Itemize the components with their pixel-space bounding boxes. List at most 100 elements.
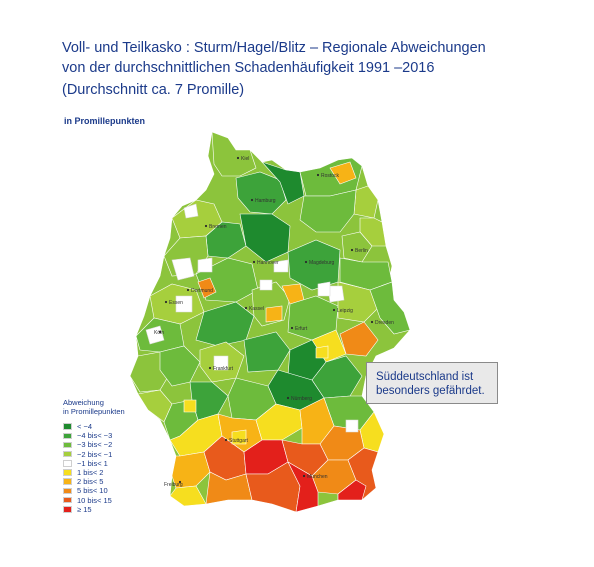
city-marker-magdeburg: Magdeburg — [304, 260, 335, 266]
callout-line-1: Süddeutschland ist — [376, 371, 474, 383]
city-label-erfurt: Erfurt — [295, 326, 308, 332]
legend-label: < −4 — [77, 422, 93, 432]
city-marker-leipzig: Leipzig — [332, 308, 353, 314]
legend-swatch — [63, 496, 72, 504]
region-leipzig — [337, 281, 381, 323]
city-label-rostock: Rostock — [321, 173, 340, 179]
legend-item: 2 bis< 5 — [63, 477, 125, 486]
city-label-kassel: Kassel — [249, 306, 264, 312]
legend-title-2: in Promillepunkten — [63, 407, 125, 416]
city-label-bremen: Bremen — [209, 224, 227, 230]
legend-swatch — [63, 506, 72, 513]
city-marker-kiel: Kiel — [236, 156, 249, 162]
city-marker-hamburg: Hamburg — [250, 198, 276, 204]
city-label-dortmund: Dortmund — [191, 288, 213, 294]
city-label-magdeburg: Magdeburg — [309, 260, 335, 266]
city-marker-erfurt: Erfurt — [290, 326, 308, 332]
region-yellow-2 — [231, 429, 247, 445]
legend-label: −3 bis< −2 — [77, 440, 113, 450]
legend-item: −2 bis< −1 — [63, 450, 125, 459]
region-leipzig-white — [327, 285, 345, 303]
legend-item: 10 bis< 15 — [63, 496, 125, 505]
city-label-koeln: Köln — [154, 330, 164, 336]
region-brandenburg-east — [359, 217, 387, 247]
title-line-2: von der durchschnittlichen Schadenhäufig… — [62, 60, 435, 76]
city-label-nuernberg: Nürnberg — [291, 396, 312, 402]
city-label-stuttgart: Stuttgart — [229, 438, 249, 444]
unit-label: in Promillepunkten — [64, 116, 146, 126]
city-label-hannover: Hannover — [257, 260, 279, 266]
city-label-berlin: Berlin — [355, 248, 368, 254]
legend-swatch — [63, 469, 72, 476]
city-marker-bremen: Bremen — [204, 224, 227, 230]
city-label-frankfurt: Frankfurt — [213, 366, 234, 372]
city-label-freiburg: Freiburg — [164, 482, 183, 488]
legend-swatch — [63, 432, 72, 440]
map-subtitle: (Durchschnitt ca. 7 Promille) — [62, 82, 245, 98]
legend-label: ≥ 15 — [77, 504, 92, 514]
city-label-hamburg: Hamburg — [255, 198, 276, 204]
city-marker-berlin: Berlin — [350, 248, 368, 254]
region-hamburg-area — [235, 171, 287, 215]
region-berlin — [341, 231, 373, 263]
legend-label: 10 bis< 15 — [77, 495, 112, 505]
region-erzgebirge — [339, 321, 379, 357]
legend-list: < −4 −4 bis< −3 −3 bis< −2 −2 bis< −1 −1… — [63, 422, 125, 514]
legend-item: −3 bis< −2 — [63, 440, 125, 449]
city-marker-kassel: Kassel — [244, 306, 264, 312]
legend-item: ≥ 15 — [63, 505, 125, 514]
region-landshut-white — [345, 419, 359, 433]
city-marker-muenchen: München — [302, 474, 328, 480]
map-title: Voll- und Teilkasko : Sturm/Hagel/Blitz … — [62, 38, 532, 78]
city-label-essen: Essen — [169, 300, 183, 306]
callout-line-2: besonders gefährdet. — [376, 385, 485, 397]
region-vorpommern — [353, 185, 379, 219]
legend-swatch — [63, 460, 72, 467]
city-label-leipzig: Leipzig — [337, 308, 353, 314]
region-frankfurt-white — [213, 355, 229, 371]
city-label-kiel: Kiel — [241, 156, 249, 162]
legend-item: 1 bis< 2 — [63, 468, 125, 477]
region-yellow-3 — [183, 399, 197, 413]
legend-label: −1 bis< 1 — [77, 458, 108, 468]
city-label-muenchen: München — [307, 474, 328, 480]
region-white-2 — [197, 257, 213, 273]
region-rostock-orange — [329, 161, 357, 185]
callout-box: Süddeutschland ist besonders gefährdet. — [366, 362, 498, 404]
title-line-1: Voll- und Teilkasko : Sturm/Hagel/Blitz … — [62, 40, 486, 56]
region-koeln-white — [145, 325, 165, 345]
region-chiemgau-red — [337, 479, 367, 501]
legend-label: 2 bis< 5 — [77, 477, 104, 487]
region-white-3 — [317, 281, 331, 297]
city-marker-dortmund: Dortmund — [186, 288, 213, 294]
region-schleswig-holstein — [211, 131, 257, 177]
legend-item: < −4 — [63, 422, 125, 431]
legend-swatch — [63, 450, 72, 458]
region-brandenburg-north — [299, 189, 357, 233]
region-ruhr-white — [175, 295, 193, 313]
city-marker-rostock: Rostock — [316, 173, 340, 179]
legend-item: 5 bis< 10 — [63, 486, 125, 495]
region-freiburg-yellow — [169, 485, 207, 507]
region-white-4 — [259, 279, 273, 291]
region-franken-north — [243, 331, 291, 373]
legend-item: −4 bis< −3 — [63, 431, 125, 440]
city-marker-koeln: Köln — [154, 330, 164, 336]
legend-swatch — [63, 423, 72, 430]
city-marker-hannover: Hannover — [252, 260, 279, 266]
region-white-5 — [273, 259, 289, 273]
legend-swatch — [63, 478, 72, 485]
city-marker-stuttgart: Stuttgart — [224, 438, 249, 444]
legend-label: 5 bis< 10 — [77, 486, 108, 496]
city-marker-nuernberg: Nürnberg — [286, 396, 312, 402]
legend-swatch — [63, 441, 72, 449]
city-marker-frankfurt: Frankfurt — [208, 366, 234, 372]
legend-label: −4 bis< −3 — [77, 431, 113, 441]
region-dresden — [369, 281, 411, 335]
legend-swatch — [63, 487, 72, 495]
region-white-west — [171, 257, 195, 281]
city-marker-freiburg: Freiburg — [164, 480, 183, 488]
legend-title-1: Abweichung — [63, 398, 104, 407]
legend-label: 1 bis< 2 — [77, 468, 104, 478]
